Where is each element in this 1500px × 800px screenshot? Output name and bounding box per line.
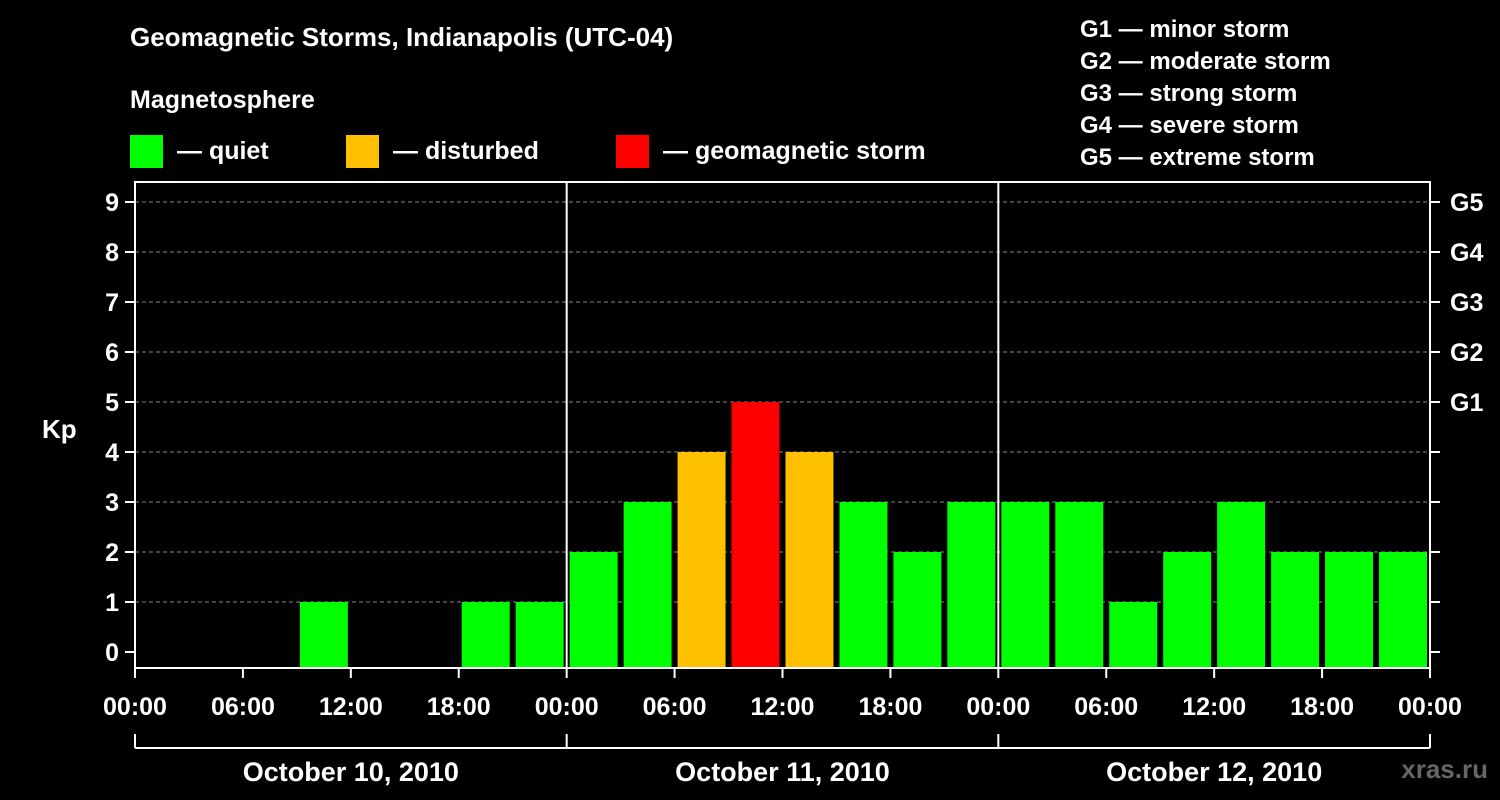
- legend-swatch-quiet: [130, 134, 163, 168]
- legend-item-quiet: — quiet: [130, 134, 269, 168]
- g-level-g3: G3 — strong storm: [1080, 80, 1298, 107]
- chart-title: Geomagnetic Storms, Indianapolis (UTC-04…: [130, 22, 674, 52]
- g-scale-legend: G1 — minor storm G2 — moderate storm G3 …: [1080, 14, 1331, 174]
- kp-bar: [461, 602, 510, 668]
- x-tick-label: 18:00: [1290, 693, 1354, 721]
- kp-bar: [569, 552, 618, 668]
- x-tick-label: 12:00: [751, 693, 815, 721]
- date-label: October 11, 2010: [675, 757, 890, 787]
- kp-bar: [1217, 502, 1266, 668]
- watermark: xras.ru: [1401, 754, 1488, 784]
- kp-bar: [731, 402, 780, 668]
- kp-bar: [623, 502, 672, 668]
- kp-bar: [1163, 552, 1212, 668]
- x-tick-label: 06:00: [643, 693, 707, 721]
- kp-bar: [1325, 552, 1374, 668]
- legend-swatch-storm: [616, 134, 649, 168]
- x-tick-label: 18:00: [427, 693, 491, 721]
- legend-title: Magnetosphere: [130, 86, 315, 114]
- g-level-g1: G1 — minor storm: [1080, 16, 1290, 43]
- kp-bar: [1055, 502, 1104, 668]
- legend-label-storm: — geomagnetic storm: [663, 136, 926, 165]
- kp-bar: [839, 502, 888, 668]
- kp-bar: [947, 502, 996, 668]
- legend-item-disturbed: — disturbed: [346, 134, 539, 168]
- y-tick-label: 5: [105, 389, 119, 417]
- y-tick-label: 4: [105, 439, 119, 467]
- y-tick-label: 1: [105, 589, 119, 617]
- legend-label-quiet: — quiet: [177, 136, 269, 165]
- x-tick-label: 12:00: [1182, 693, 1246, 721]
- g-level-g5: G5 — extreme storm: [1080, 144, 1315, 171]
- right-axis-label: G2: [1450, 339, 1483, 367]
- y-tick-label: 9: [105, 189, 119, 217]
- legend-item-storm: — geomagnetic storm: [616, 134, 926, 168]
- kp-bar: [1001, 502, 1050, 668]
- x-tick-label: 00:00: [1398, 693, 1462, 721]
- y-tick-label: 8: [105, 239, 119, 267]
- y-tick-label: 6: [105, 339, 119, 367]
- right-axis-label: G3: [1450, 289, 1483, 317]
- x-tick-label: 18:00: [858, 693, 922, 721]
- y-axis-label: Kp: [42, 414, 77, 444]
- x-tick-label: 00:00: [966, 693, 1030, 721]
- kp-bar: [1271, 552, 1320, 668]
- right-axis-label: G5: [1450, 189, 1483, 217]
- kp-bar: [785, 452, 834, 668]
- y-tick-label: 3: [105, 489, 119, 517]
- y-tick-label: 2: [105, 539, 119, 567]
- right-axis-label: G1: [1450, 389, 1483, 417]
- g-level-g2: G2 — moderate storm: [1080, 48, 1331, 75]
- kp-bar: [893, 552, 942, 668]
- kp-bar: [299, 602, 348, 668]
- y-tick-label: 0: [105, 639, 119, 667]
- kp-bar: [1379, 552, 1427, 668]
- kp-bar: [1109, 602, 1158, 668]
- x-tick-label: 00:00: [103, 693, 167, 721]
- legend-label-disturbed: — disturbed: [393, 136, 539, 165]
- date-label: October 12, 2010: [1106, 757, 1322, 787]
- date-label: October 10, 2010: [243, 757, 459, 787]
- legend-swatch-disturbed: [346, 134, 379, 168]
- x-tick-label: 12:00: [319, 693, 383, 721]
- right-axis-label: G4: [1450, 239, 1483, 267]
- x-tick-label: 00:00: [535, 693, 599, 721]
- kp-bar: [677, 452, 726, 668]
- y-tick-label: 7: [105, 289, 119, 317]
- x-tick-label: 06:00: [211, 693, 275, 721]
- x-tick-label: 06:00: [1074, 693, 1138, 721]
- g-level-g4: G4 — severe storm: [1080, 112, 1299, 139]
- kp-bar: [515, 602, 564, 668]
